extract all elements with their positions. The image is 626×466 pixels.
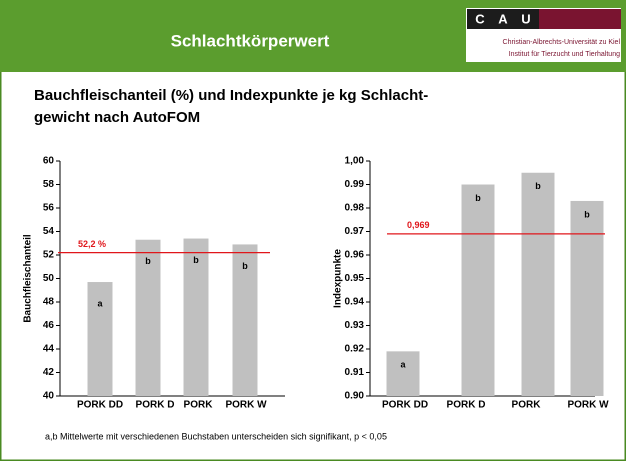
y-tick-label: 0.98 (345, 203, 365, 214)
header-title: Schlachtkörperwert (171, 31, 330, 50)
y-tick-label: 44 (43, 344, 55, 355)
x-tick-label: PORK D (447, 400, 486, 411)
x-tick-label: PORK (184, 400, 214, 411)
y-tick-label: 0.93 (345, 320, 365, 331)
bar-letter: b (584, 209, 590, 219)
bar-letter: b (193, 255, 199, 265)
x-tick-label: PORK D (136, 400, 175, 411)
university: Christian-Albrechts-Universität zu Kiel (503, 39, 621, 46)
bar-letter: b (145, 256, 151, 266)
y-tick-label: 58 (43, 179, 55, 190)
y-tick-label: 0.96 (345, 250, 365, 261)
bar (461, 184, 495, 396)
bar (386, 351, 420, 396)
y-tick-label: 54 (43, 226, 55, 237)
x-tick-label: PORK DD (382, 400, 428, 411)
logo-letter: A (498, 11, 508, 26)
logo-bar (539, 9, 621, 29)
x-tick-label: PORK DD (77, 400, 123, 411)
bar (521, 172, 555, 396)
bar-letter: b (535, 181, 541, 191)
y-tick-label: 50 (43, 273, 55, 284)
y-tick-label: 48 (43, 297, 55, 308)
bar (232, 244, 258, 396)
heading-line: Bauchfleischanteil (%) und Indexpunkte j… (34, 87, 428, 104)
logo-letter: C (475, 11, 485, 26)
institute: Institut für Tierzucht und Tierhaltung (509, 51, 620, 58)
reference-label: 52,2 % (78, 239, 106, 249)
y-tick-label: 0.91 (345, 367, 365, 378)
y-tick-label: 40 (43, 391, 55, 402)
y-tick-label: 1,00 (345, 156, 365, 167)
y-axis-label: Indexpunkte (333, 249, 344, 308)
bar-letter: a (400, 360, 406, 370)
bar-letter: b (242, 261, 248, 271)
bar-letter: b (475, 193, 481, 203)
y-tick-label: 0.97 (345, 226, 365, 237)
x-tick-label: PORK (512, 400, 542, 411)
bar (183, 238, 209, 396)
logo-letter: U (521, 11, 530, 26)
bar-letter: a (97, 298, 103, 308)
y-axis-label: Bauchfleischanteil (23, 234, 34, 323)
reference-label: 0,969 (407, 220, 430, 230)
bar (87, 282, 113, 396)
y-tick-label: 46 (43, 320, 55, 331)
bar (570, 200, 604, 396)
y-tick-label: 0.92 (345, 344, 365, 355)
y-tick-label: 0.90 (345, 391, 365, 402)
y-tick-label: 0.95 (345, 273, 365, 284)
y-tick-label: 56 (43, 203, 55, 214)
y-tick-label: 0.94 (345, 297, 365, 308)
heading-line: gewicht nach AutoFOM (34, 109, 200, 126)
y-tick-label: 60 (43, 156, 55, 167)
x-tick-label: PORK W (567, 400, 609, 411)
x-tick-label: PORK W (225, 400, 267, 411)
y-tick-label: 42 (43, 367, 55, 378)
footnote: a,b Mittelwerte mit verschiedenen Buchst… (45, 431, 387, 441)
y-tick-label: 0.99 (345, 179, 365, 190)
logo-letters-bg (467, 9, 539, 29)
y-tick-label: 52 (43, 250, 55, 261)
bar (135, 239, 161, 396)
